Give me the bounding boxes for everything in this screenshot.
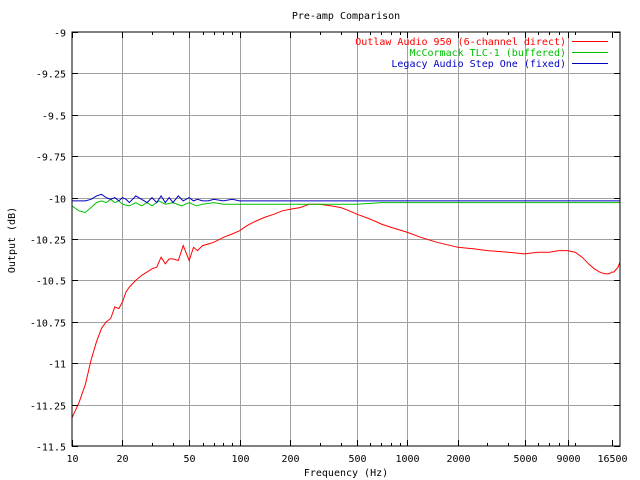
y-tick-label: -9.25: [36, 70, 66, 81]
series-layer: [71, 193, 621, 419]
x-tick-label: 1000: [395, 454, 419, 465]
y-tick-label: -11: [48, 360, 66, 371]
x-axis-label: Frequency (Hz): [304, 468, 388, 479]
x-tick-label: 9000: [556, 454, 580, 465]
y-tick-label: -9.5: [42, 112, 66, 123]
x-tick-label: 16500: [597, 454, 627, 465]
x-tick-label: 200: [281, 454, 299, 465]
x-tick-label: 50: [183, 454, 195, 465]
legend-label-3: Legacy Audio Step One (fixed): [391, 59, 566, 70]
chart-title: Pre-amp Comparison: [292, 11, 400, 22]
x-tick-label: 2000: [446, 454, 470, 465]
y-tick-label: -9.75: [36, 153, 66, 164]
tick-labels: 10 20 50 100 200 500 1000 2000 5000 9000 16500 -9 -9…: [30, 29, 628, 466]
legend-label-2: McCormack TLC-1 (buffered): [409, 48, 566, 59]
y-tick-label: -10.75: [30, 319, 66, 330]
series-line-2: [71, 198, 620, 214]
legend: Outlaw Audio 950 (6-channel direct)McCor…: [355, 37, 608, 70]
y-tick-label: -9: [54, 29, 66, 40]
ticks: [72, 32, 620, 447]
y-tick-label: -11.5: [36, 443, 66, 454]
y-tick-label: -10.5: [36, 277, 66, 288]
y-tick-label: -10.25: [30, 236, 66, 247]
y-tick-label: -10: [48, 195, 66, 206]
x-tick-label: 5000: [513, 454, 537, 465]
x-tick-label: 100: [231, 454, 249, 465]
x-tick-label: 10: [66, 454, 78, 465]
y-tick-label: -11.25: [30, 402, 66, 413]
series-line-1: [71, 203, 621, 419]
legend-label-1: Outlaw Audio 950 (6-channel direct): [355, 37, 566, 48]
series-line-3: [72, 193, 620, 204]
x-tick-label: 500: [348, 454, 366, 465]
grid: [72, 32, 620, 446]
y-axis-label: Output (dB): [7, 207, 18, 273]
x-tick-label: 20: [116, 454, 128, 465]
